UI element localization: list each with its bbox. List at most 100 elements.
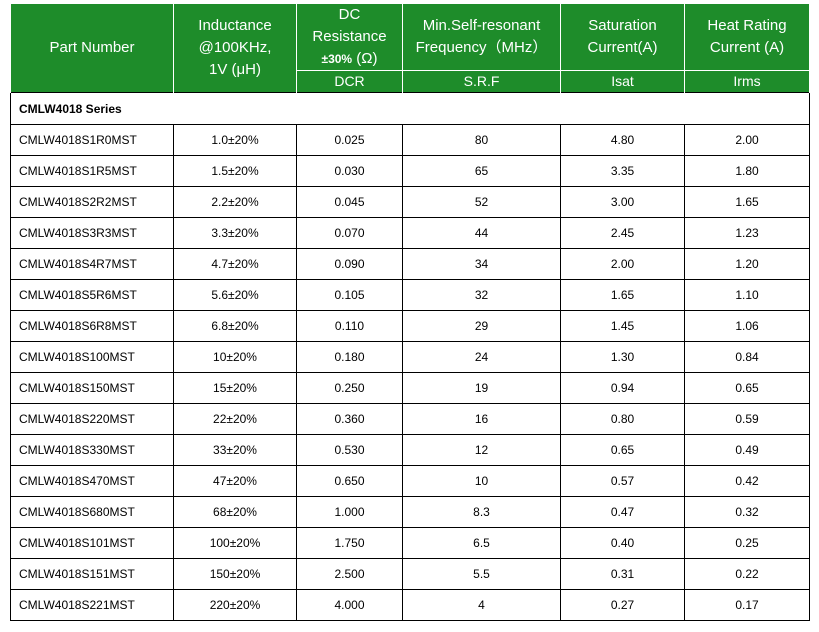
- cell-isat: 0.65: [560, 434, 685, 466]
- header-inductance-line1: Inductance: [198, 17, 272, 34]
- header-saturation-current: Saturation Current(A): [560, 4, 685, 71]
- table-row: CMLW4018S1R0MST 1.0±20% 0.025 80 4.80 2.00: [10, 124, 810, 156]
- subheader-srf: S.R.F: [402, 70, 561, 93]
- subheader-irms: Irms: [684, 70, 810, 93]
- cell-irms: 1.10: [684, 279, 810, 311]
- table-row: CMLW4018S100MST 10±20% 0.180 24 1.30 0.84: [10, 341, 810, 373]
- subheader-isat: Isat: [560, 70, 685, 93]
- cell-srf: 34: [402, 248, 561, 280]
- cell-inductance: 1.0±20%: [173, 124, 297, 156]
- table-row: CMLW4018S5R6MST 5.6±20% 0.105 32 1.65 1.10: [10, 279, 810, 311]
- cell-part-number: CMLW4018S470MST: [10, 465, 174, 497]
- cell-srf: 5.5: [402, 558, 561, 590]
- cell-dcr: 0.180: [296, 341, 403, 373]
- cell-inductance: 150±20%: [173, 558, 297, 590]
- cell-part-number: CMLW4018S2R2MST: [10, 186, 174, 218]
- header-dcr-line1: DC: [338, 6, 361, 23]
- cell-irms: 0.65: [684, 372, 810, 404]
- table-row: CMLW4018S3R3MST 3.3±20% 0.070 44 2.45 1.23: [10, 217, 810, 249]
- cell-inductance: 33±20%: [173, 434, 297, 466]
- cell-dcr: 0.025: [296, 124, 403, 156]
- header-part-number: Part Number: [10, 4, 174, 93]
- header-sat-line1: Saturation: [588, 17, 657, 34]
- table-row: CMLW4018S470MST 47±20% 0.650 10 0.57 0.42: [10, 465, 810, 497]
- cell-irms: 2.00: [684, 124, 810, 156]
- cell-isat: 1.45: [560, 310, 685, 342]
- table-row: CMLW4018S2R2MST 2.2±20% 0.045 52 3.00 1.65: [10, 186, 810, 218]
- cell-srf: 16: [402, 403, 561, 435]
- cell-inductance: 1.5±20%: [173, 155, 297, 187]
- cell-dcr: 0.650: [296, 465, 403, 497]
- table-row: CMLW4018S221MST 220±20% 4.000 4 0.27 0.17: [10, 589, 810, 621]
- cell-isat: 4.80: [560, 124, 685, 156]
- cell-srf: 29: [402, 310, 561, 342]
- cell-isat: 0.57: [560, 465, 685, 497]
- table-body: CMLW4018 Series CMLW4018S1R0MST 1.0±20% 0.…: [10, 92, 810, 621]
- cell-dcr: 0.030: [296, 155, 403, 187]
- header-dcr-unit: (Ω): [352, 50, 378, 67]
- cell-irms: 0.42: [684, 465, 810, 497]
- cell-inductance: 15±20%: [173, 372, 297, 404]
- header-srf: Min.Self-resonant Frequency（MHz）: [402, 4, 561, 71]
- cell-srf: 80: [402, 124, 561, 156]
- series-label: CMLW4018 Series: [10, 92, 810, 125]
- cell-srf: 44: [402, 217, 561, 249]
- cell-irms: 1.80: [684, 155, 810, 187]
- header-dc-resistance: DC Resistance ±30% (Ω): [296, 4, 403, 71]
- cell-srf: 52: [402, 186, 561, 218]
- cell-part-number: CMLW4018S330MST: [10, 434, 174, 466]
- cell-inductance: 5.6±20%: [173, 279, 297, 311]
- cell-isat: 0.40: [560, 527, 685, 559]
- header-heat-line1: Heat Rating: [707, 17, 787, 34]
- cell-dcr: 0.070: [296, 217, 403, 249]
- cell-part-number: CMLW4018S220MST: [10, 403, 174, 435]
- cell-irms: 1.20: [684, 248, 810, 280]
- header-sat-line2: Current(A): [587, 39, 658, 56]
- cell-inductance: 10±20%: [173, 341, 297, 373]
- cell-isat: 2.00: [560, 248, 685, 280]
- header-heat-line2: Current (A): [709, 39, 785, 56]
- table-row: CMLW4018S220MST 22±20% 0.360 16 0.80 0.59: [10, 403, 810, 435]
- table-row: CMLW4018S6R8MST 6.8±20% 0.110 29 1.45 1.06: [10, 310, 810, 342]
- header-heat-rating-current: Heat Rating Current (A): [684, 4, 810, 71]
- table-row: CMLW4018S151MST 150±20% 2.500 5.5 0.31 0.22: [10, 558, 810, 590]
- cell-part-number: CMLW4018S150MST: [10, 372, 174, 404]
- cell-inductance: 2.2±20%: [173, 186, 297, 218]
- cell-inductance: 3.3±20%: [173, 217, 297, 249]
- cell-srf: 12: [402, 434, 561, 466]
- header-inductance-line2: @100KHz,: [198, 39, 272, 56]
- cell-isat: 0.80: [560, 403, 685, 435]
- cell-part-number: CMLW4018S221MST: [10, 589, 174, 621]
- cell-srf: 24: [402, 341, 561, 373]
- cell-dcr: 0.530: [296, 434, 403, 466]
- cell-inductance: 22±20%: [173, 403, 297, 435]
- cell-isat: 3.00: [560, 186, 685, 218]
- cell-part-number: CMLW4018S1R0MST: [10, 124, 174, 156]
- cell-irms: 0.59: [684, 403, 810, 435]
- table-row: CMLW4018S150MST 15±20% 0.250 19 0.94 0.65: [10, 372, 810, 404]
- cell-dcr: 0.250: [296, 372, 403, 404]
- cell-isat: 0.27: [560, 589, 685, 621]
- cell-part-number: CMLW4018S101MST: [10, 527, 174, 559]
- cell-dcr: 0.360: [296, 403, 403, 435]
- cell-isat: 3.35: [560, 155, 685, 187]
- cell-irms: 1.06: [684, 310, 810, 342]
- cell-irms: 0.84: [684, 341, 810, 373]
- cell-isat: 0.31: [560, 558, 685, 590]
- table-row: CMLW4018S680MST 68±20% 1.000 8.3 0.47 0.32: [10, 496, 810, 528]
- cell-inductance: 47±20%: [173, 465, 297, 497]
- header-dcr-line2: Resistance: [312, 28, 387, 45]
- cell-isat: 1.65: [560, 279, 685, 311]
- cell-srf: 6.5: [402, 527, 561, 559]
- table-header: Part Number Inductance @100KHz, 1V (μH) …: [10, 4, 810, 93]
- cell-irms: 0.17: [684, 589, 810, 621]
- table-row: CMLW4018S4R7MST 4.7±20% 0.090 34 2.00 1.20: [10, 248, 810, 280]
- header-dcr-tolerance: ±30%: [321, 52, 353, 66]
- header-srf-line2: Frequency（MHz）: [415, 39, 548, 56]
- cell-irms: 1.65: [684, 186, 810, 218]
- subheader-dcr: DCR: [296, 70, 403, 93]
- cell-irms: 0.25: [684, 527, 810, 559]
- cell-part-number: CMLW4018S100MST: [10, 341, 174, 373]
- cell-dcr: 0.105: [296, 279, 403, 311]
- cell-irms: 0.22: [684, 558, 810, 590]
